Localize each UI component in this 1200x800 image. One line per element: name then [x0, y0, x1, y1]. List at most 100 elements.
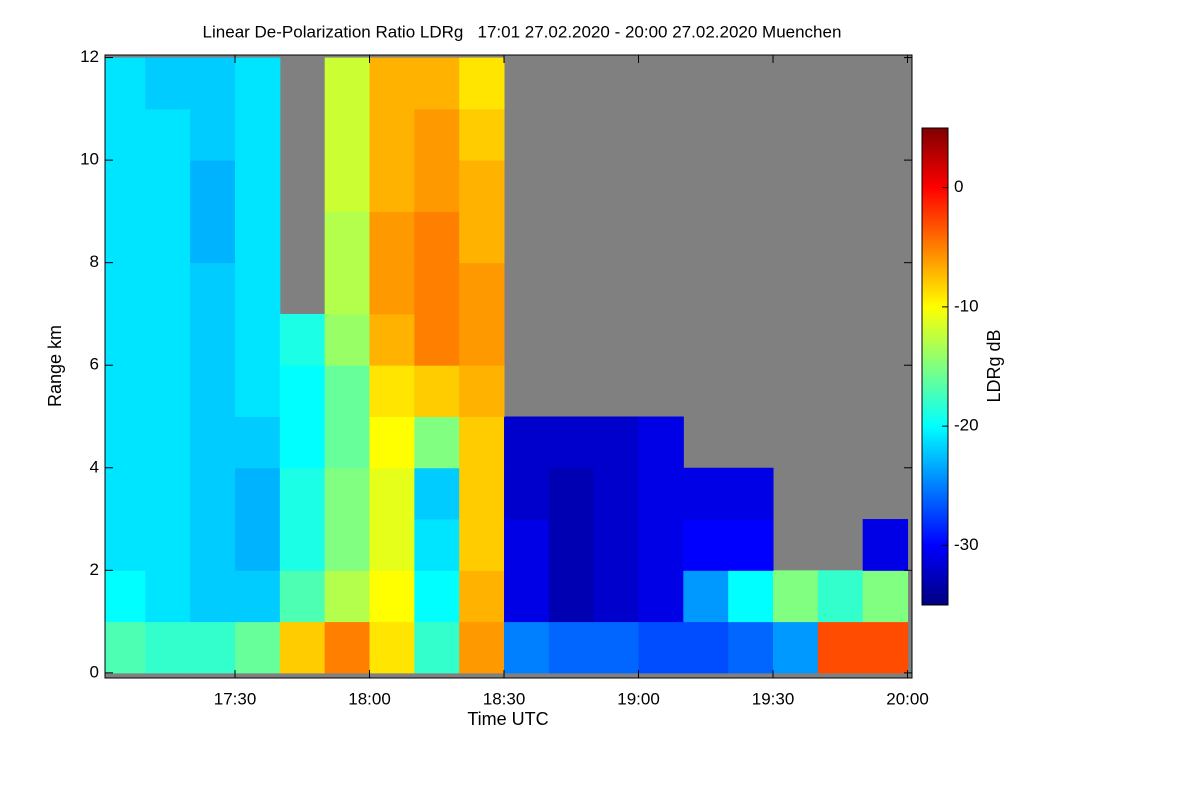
heatmap-cell — [593, 621, 640, 674]
heatmap-cell — [279, 313, 326, 366]
heatmap-cell — [369, 211, 415, 264]
heatmap-cell — [369, 365, 415, 417]
heatmap-cell — [235, 570, 281, 623]
heatmap-cell — [504, 621, 550, 674]
heatmap-cell — [414, 313, 460, 366]
heatmap-cell — [145, 519, 191, 571]
heatmap-cell — [504, 467, 550, 520]
heatmap-cell — [235, 621, 281, 674]
heatmap-cell — [459, 621, 505, 674]
heatmap-cell — [548, 570, 595, 623]
heatmap-cell — [728, 621, 774, 674]
heatmap-cell — [728, 467, 774, 520]
heatmap-cell — [683, 621, 729, 674]
heatmap-cell — [459, 108, 505, 161]
heatmap-cell — [459, 365, 505, 417]
heatmap-cell — [105, 570, 146, 623]
heatmap-cell — [862, 621, 909, 674]
heatmap-cell — [414, 570, 460, 623]
heatmap-cell — [817, 621, 864, 674]
heatmap-cell — [773, 621, 819, 674]
heatmap-cell — [279, 467, 326, 520]
heatmap-cell — [548, 467, 595, 520]
heatmap-cell — [324, 57, 371, 110]
colorbar — [921, 127, 949, 606]
heatmap-cell — [235, 313, 281, 366]
heatmap-cell — [324, 467, 371, 520]
heatmap-cell — [369, 262, 415, 315]
heatmap-cell — [279, 365, 326, 417]
heatmap-cell — [369, 108, 415, 161]
heatmap-cell — [235, 519, 281, 571]
heatmap-cell — [324, 365, 371, 417]
heatmap-cell — [638, 416, 684, 469]
heatmap-cell — [324, 211, 371, 264]
heatmap-cell — [105, 160, 146, 212]
colorbar-tick-label: -10 — [954, 296, 979, 315]
heatmap-cell — [459, 519, 505, 571]
heatmap-cell — [369, 467, 415, 520]
heatmap-cell — [459, 467, 505, 520]
heatmap-cell — [414, 211, 460, 264]
heatmap-cell — [593, 416, 640, 469]
heatmap-cell — [105, 519, 146, 571]
heatmap-cell — [105, 416, 146, 469]
x-tick-label: 18:30 — [483, 689, 526, 708]
heatmap-cell — [369, 313, 415, 366]
heatmap-cell — [190, 621, 236, 674]
heatmap-cell — [414, 108, 460, 161]
y-tick-label: 10 — [80, 150, 99, 169]
heatmap-cell — [324, 416, 371, 469]
heatmap-cell — [548, 416, 595, 469]
heatmap-cell — [593, 570, 640, 623]
heatmap-cell — [145, 57, 191, 110]
heatmap-cell — [683, 519, 729, 571]
heatmap-cell — [414, 467, 460, 520]
y-tick-label: 4 — [90, 457, 99, 476]
heatmap-cell — [105, 467, 146, 520]
heatmap-cell — [145, 365, 191, 417]
heatmap-cell — [414, 262, 460, 315]
heatmap-cell — [638, 570, 684, 623]
heatmap — [105, 57, 909, 674]
heatmap-cell — [235, 211, 281, 264]
heatmap-cell — [105, 262, 146, 315]
heatmap-cell — [414, 519, 460, 571]
heatmap-cell — [459, 313, 505, 366]
heatmap-cell — [504, 570, 550, 623]
heatmap-cell — [279, 621, 326, 674]
heatmap-cell — [369, 621, 415, 674]
heatmap-cell — [145, 262, 191, 315]
heatmap-cell — [459, 160, 505, 212]
heatmap-cell — [145, 108, 191, 161]
heatmap-cell — [145, 467, 191, 520]
heatmap-cell — [145, 621, 191, 674]
colorbar-tick-label: 0 — [954, 177, 963, 196]
y-tick-label: 0 — [90, 662, 99, 681]
heatmap-cell — [105, 211, 146, 264]
heatmap-cell — [190, 262, 236, 315]
heatmap-cell — [369, 570, 415, 623]
heatmap-cell — [235, 416, 281, 469]
heatmap-cell — [235, 262, 281, 315]
heatmap-cell — [235, 108, 281, 161]
heatmap-cell — [145, 313, 191, 366]
heatmap-cell — [414, 416, 460, 469]
colorbar-tick-label: -30 — [954, 535, 979, 554]
x-tick-label: 17:30 — [214, 689, 257, 708]
heatmap-cell — [190, 211, 236, 264]
heatmap-cell — [190, 467, 236, 520]
heatmap-cell — [414, 621, 460, 674]
colorbar-label: LDRg dB — [984, 329, 1004, 402]
heatmap-cell — [235, 365, 281, 417]
heatmap-cell — [862, 570, 909, 623]
heatmap-cell — [279, 519, 326, 571]
chart-title: Linear De-Polarization Ratio LDRg 17:01 … — [203, 22, 842, 41]
heatmap-cell — [324, 570, 371, 623]
heatmap-cell — [414, 365, 460, 417]
heatmap-cell — [459, 262, 505, 315]
heatmap-cell — [593, 467, 640, 520]
colorbar-tick-label: -20 — [954, 416, 979, 435]
heatmap-cell — [638, 467, 684, 520]
